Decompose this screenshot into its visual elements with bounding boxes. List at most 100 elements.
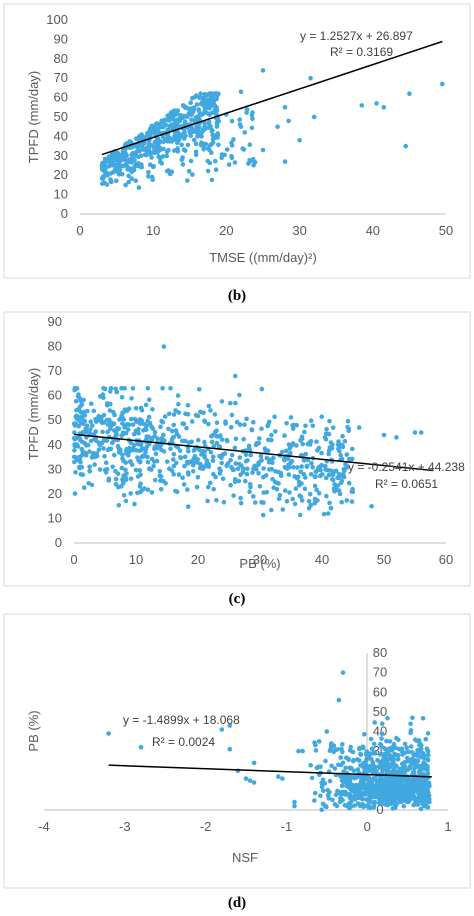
data-point (291, 464, 296, 470)
data-point (411, 802, 416, 808)
data-point (169, 122, 174, 127)
data-point (323, 803, 328, 809)
data-point (206, 403, 212, 409)
data-point (193, 412, 199, 418)
data-point (420, 750, 426, 756)
data-point (198, 130, 204, 136)
data-point (415, 747, 420, 753)
data-point (209, 439, 215, 445)
data-point (227, 723, 233, 728)
data-point (275, 124, 280, 129)
data-point (282, 464, 288, 470)
data-point (210, 458, 216, 464)
data-point (307, 442, 313, 447)
data-point (235, 466, 241, 472)
data-point (229, 155, 235, 160)
data-point (146, 414, 152, 420)
data-point (94, 451, 100, 456)
data-point (190, 462, 196, 468)
data-point (209, 128, 215, 134)
data-point (108, 389, 113, 394)
data-point (144, 152, 149, 158)
data-point (203, 97, 208, 102)
data-point (393, 745, 398, 751)
data-point (408, 730, 413, 736)
data-point (88, 401, 94, 407)
data-point (249, 427, 255, 433)
data-point (269, 466, 275, 472)
data-point (149, 174, 155, 180)
data-point (340, 749, 345, 755)
data-point (346, 780, 352, 786)
panel-c-caption: (c) (229, 591, 246, 607)
data-point (120, 163, 126, 169)
data-point (309, 775, 315, 781)
data-point (171, 463, 177, 469)
data-point (102, 454, 107, 459)
data-point (223, 419, 228, 424)
data-point (244, 416, 249, 422)
y-tick-label: 70 (373, 665, 387, 680)
data-point (100, 181, 105, 186)
data-point (188, 100, 193, 105)
data-point (236, 478, 242, 484)
data-point (397, 782, 402, 787)
data-point (151, 463, 156, 469)
data-point (74, 416, 80, 421)
data-point (238, 495, 243, 501)
x-tick-label: 1 (444, 819, 451, 834)
data-point (284, 448, 289, 454)
data-point (359, 103, 365, 108)
data-point (112, 452, 117, 458)
data-point (107, 161, 113, 167)
data-point (123, 467, 128, 473)
data-point (72, 386, 78, 391)
data-point (214, 420, 220, 426)
data-point (395, 756, 401, 762)
data-point (178, 455, 184, 461)
data-point (318, 467, 323, 473)
y-tick-label: 0 (55, 535, 62, 550)
data-point (210, 94, 215, 100)
data-point (133, 467, 139, 473)
data-point (214, 434, 219, 439)
data-point (290, 441, 296, 446)
data-point (208, 408, 213, 413)
panel-c-x-label: PB (%) (239, 556, 280, 571)
data-point (312, 474, 318, 480)
data-point (411, 776, 416, 781)
data-point (219, 460, 224, 466)
data-point (92, 462, 97, 467)
data-point (125, 164, 130, 170)
data-point (284, 498, 290, 504)
data-point (171, 451, 177, 457)
data-point (206, 125, 212, 130)
data-point (308, 75, 313, 81)
data-point (214, 122, 220, 127)
data-point (338, 480, 344, 486)
data-point (208, 143, 213, 148)
data-point (191, 448, 197, 453)
data-point (364, 775, 369, 781)
data-point (182, 454, 188, 460)
data-point (372, 794, 378, 800)
data-point (327, 748, 333, 753)
data-point (199, 452, 204, 457)
data-point (168, 386, 173, 391)
data-point (371, 785, 376, 790)
panel-b-equation: y = 1.2527x + 26.897 (300, 29, 413, 43)
data-point (182, 463, 187, 469)
data-point (247, 142, 253, 147)
panel-d-y-label: PB (%) (26, 710, 41, 751)
data-point (330, 425, 336, 431)
data-point (213, 474, 218, 480)
data-point (261, 466, 266, 471)
data-point (340, 798, 345, 803)
x-tick-label: 20 (191, 552, 205, 567)
data-point (344, 783, 349, 789)
data-point (298, 494, 304, 500)
y-tick-label: 20 (48, 486, 62, 501)
data-point (133, 178, 138, 183)
data-point (97, 467, 103, 472)
